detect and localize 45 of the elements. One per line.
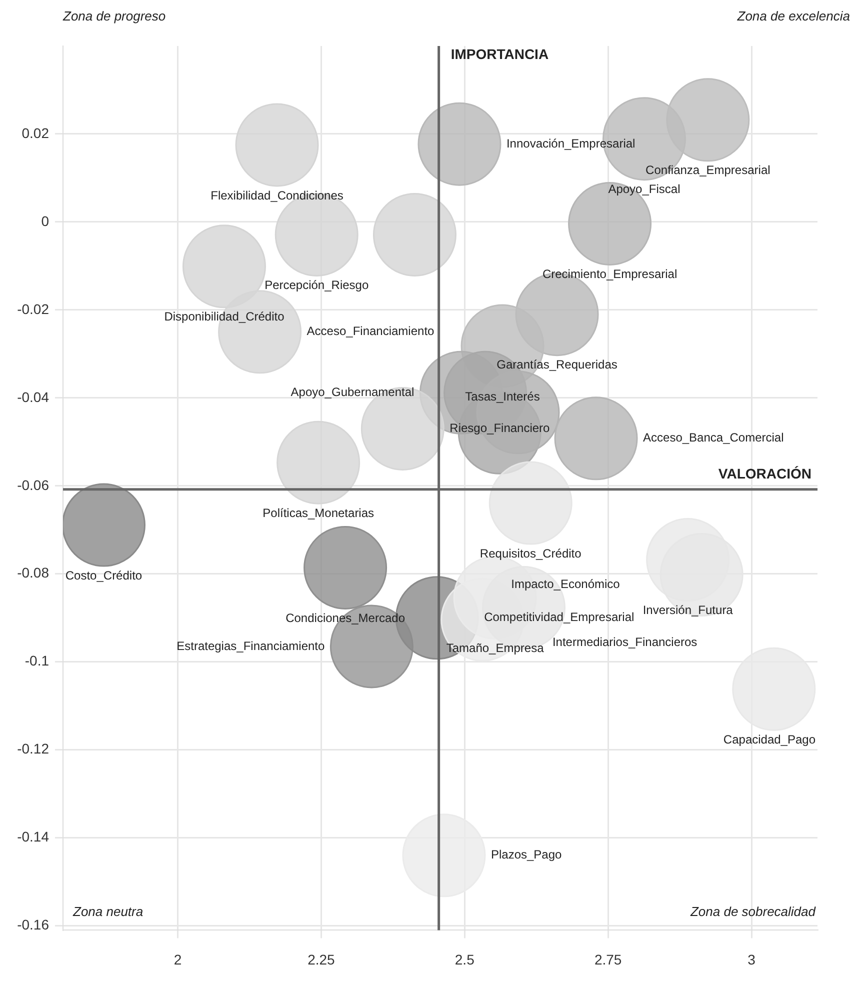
- annotation: Zona neutra: [72, 904, 144, 919]
- data-label: Apoyo_Gubernamental: [290, 384, 414, 399]
- data-label: Flexibilidad_Condiciones: [210, 188, 344, 202]
- text: Zona de progreso: [62, 8, 166, 24]
- data-label: Percepción_Riesgo: [264, 278, 369, 292]
- data-label: Tamaño_Empresa: [446, 640, 544, 655]
- annotation: Zona de sobrecalidad: [689, 904, 816, 919]
- y-tick-label: 0.02: [22, 124, 50, 141]
- data-label: Requisitos_Crédito: [480, 546, 582, 560]
- y-tick-label: -0.02: [17, 300, 50, 317]
- data-label: Costo_Crédito: [65, 568, 142, 582]
- data-label: Disponibilidad_Crédito: [164, 310, 285, 324]
- y-tick-label: 0: [41, 212, 50, 229]
- y-tick-label: -0.1: [24, 652, 50, 669]
- data-label: Garantías_Requeridas: [496, 358, 618, 372]
- x-tick-label: 2.75: [594, 951, 622, 968]
- data-label: Confianza_Empresarial: [646, 163, 770, 178]
- data-label: Plazos_Pago: [490, 848, 562, 862]
- x-tick-label: 2.25: [308, 951, 336, 968]
- data-label: Estrategias_Financiamiento: [176, 638, 326, 653]
- text: Zona de excelencia: [736, 8, 850, 24]
- y-tick-label: -0.12: [17, 740, 50, 757]
- data-label: Competitividad_Empresarial: [484, 610, 634, 624]
- ref-line-label: VALORACIÓN: [718, 465, 812, 482]
- x-tick-label: 3: [748, 951, 756, 968]
- data-label: Crecimiento_Empresarial: [542, 267, 678, 282]
- data-label: Acceso_Financiamiento: [306, 324, 435, 338]
- data-label: Intermediarios_Financieros: [552, 634, 698, 649]
- y-tick-label: -0.16: [17, 916, 50, 933]
- data-label: Capacidad_Pago: [723, 732, 816, 746]
- ref-line-label: IMPORTANCIA: [450, 46, 549, 62]
- data-label: Innovación_Empresarial: [506, 136, 636, 150]
- data-label: Riesgo_Financiero: [450, 421, 550, 436]
- data-label: Acceso_Banca_Comercial: [643, 430, 784, 445]
- x-tick-label: 2.5: [454, 951, 475, 968]
- y-tick-label: -0.06: [17, 476, 50, 493]
- data-label: Apoyo_Fiscal: [608, 182, 680, 196]
- data-label: Inversión_Futura: [642, 603, 734, 618]
- data-label: Políticas_Monetarias: [262, 506, 374, 520]
- x-tick-label: 2: [174, 951, 182, 968]
- y-tick-label: -0.08: [17, 564, 50, 581]
- data-label: Tasas_Interés: [465, 389, 540, 404]
- y-tick-label: -0.14: [17, 828, 50, 845]
- y-tick-label: -0.04: [17, 388, 50, 405]
- data-label: Impacto_Económico: [511, 577, 620, 592]
